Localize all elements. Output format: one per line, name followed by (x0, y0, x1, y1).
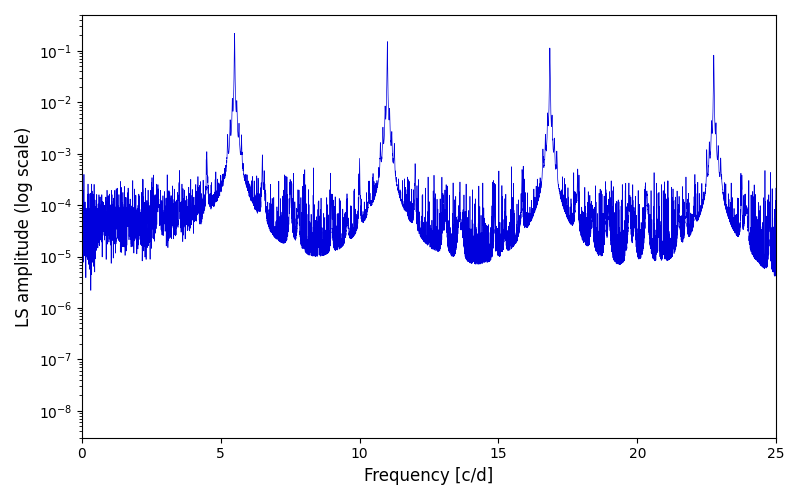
Y-axis label: LS amplitude (log scale): LS amplitude (log scale) (15, 126, 33, 326)
X-axis label: Frequency [c/d]: Frequency [c/d] (364, 467, 494, 485)
